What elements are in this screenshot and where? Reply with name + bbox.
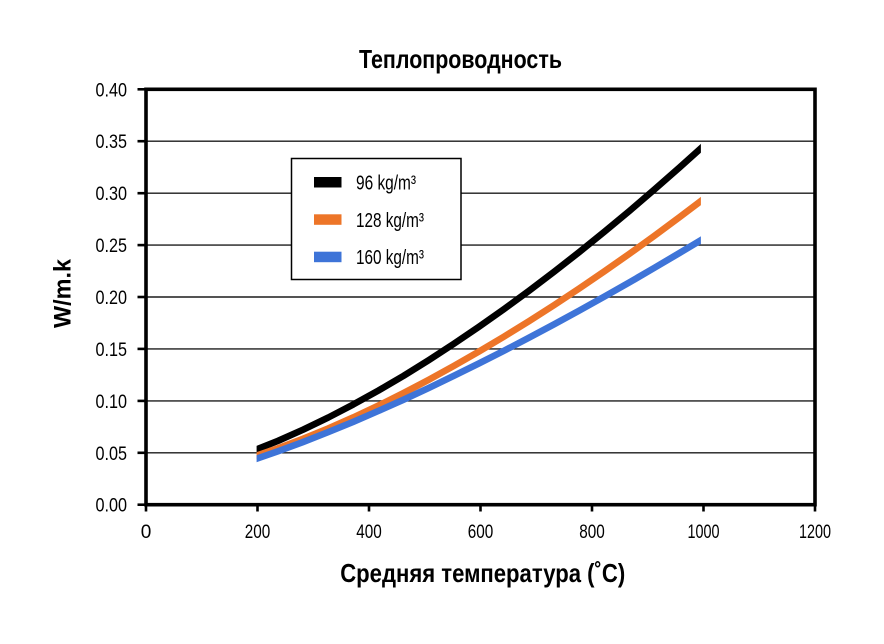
svg-text:0.35: 0.35 [96, 132, 128, 153]
svg-text:W/m.k: W/m.k [50, 258, 77, 328]
svg-text:0.15: 0.15 [96, 340, 128, 361]
svg-text:1200: 1200 [799, 522, 831, 543]
svg-text:800: 800 [579, 522, 605, 543]
svg-text:400: 400 [356, 522, 382, 543]
svg-text:0.10: 0.10 [96, 392, 128, 413]
svg-text:96 kg/m³: 96 kg/m³ [356, 172, 416, 195]
svg-text:200: 200 [245, 522, 271, 543]
svg-text:0.00: 0.00 [96, 496, 128, 517]
svg-text:600: 600 [468, 522, 494, 543]
svg-text:0.30: 0.30 [96, 184, 128, 205]
svg-text:0.20: 0.20 [96, 288, 128, 309]
svg-text:Теплопроводность: Теплопроводность [359, 44, 562, 74]
svg-text:0.40: 0.40 [96, 80, 128, 101]
svg-text:160 kg/m³: 160 kg/m³ [356, 246, 424, 269]
svg-text:0: 0 [141, 522, 152, 543]
svg-text:Средняя температура (˚C): Средняя температура (˚C) [340, 558, 625, 588]
svg-text:0.25: 0.25 [96, 236, 128, 257]
svg-text:0.05: 0.05 [96, 444, 128, 465]
svg-text:1000: 1000 [688, 522, 720, 543]
svg-text:128 kg/m³: 128 kg/m³ [356, 209, 424, 232]
